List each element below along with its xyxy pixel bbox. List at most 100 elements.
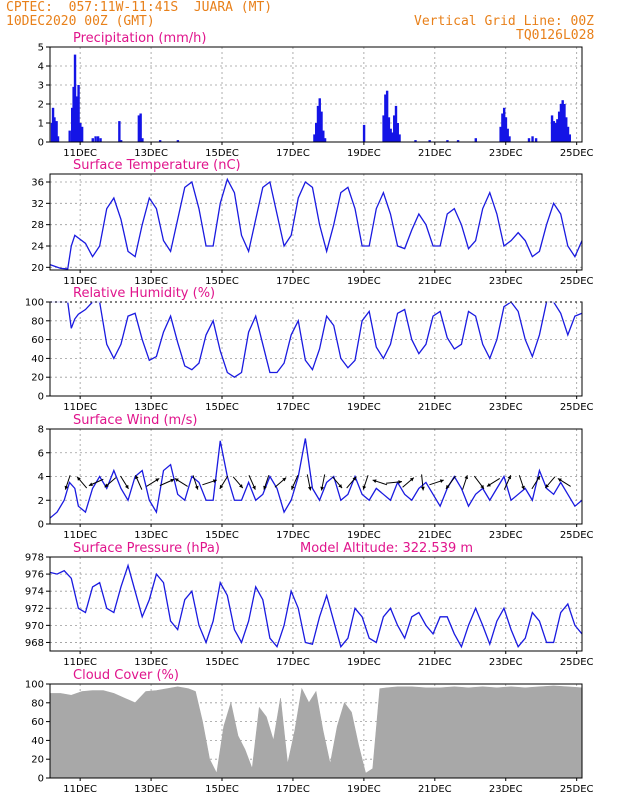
y-tick-label: 24 [31,242,44,253]
x-tick-label: 11DEC [63,148,97,159]
bar [394,105,398,142]
y-tick-label: 974 [25,587,44,598]
x-tick-label: 19DEC [347,657,381,668]
bar [73,54,77,142]
bar [72,86,75,142]
y-tick-label: 4 [38,62,44,73]
bar [506,128,509,142]
y-tick-label: 0 [38,520,44,531]
x-tick-label: 13DEC [134,148,168,159]
wind-arrow-head [557,478,562,482]
y-tick-label: 0 [38,138,44,149]
wind-arrow-head [307,486,312,491]
bar [556,119,559,142]
bar [119,140,123,142]
wind-arrow-head [104,483,109,488]
bar [550,115,554,142]
y-tick-label: 60 [31,335,44,346]
wind-arrow-head [545,484,550,489]
x-tick-label: 21DEC [418,148,452,159]
bar [384,94,387,142]
panel-annotation: Model Altitude: 322.539 m [300,541,473,556]
y-tick-label: 976 [25,570,44,581]
bar [554,123,557,142]
panel-title: Surface Pressure (hPa) [73,541,220,556]
x-tick-label: 25DEC [560,657,594,668]
x-tick-label: 19DEC [347,402,381,413]
x-tick-label: 23DEC [489,276,523,287]
bar [534,138,538,142]
panel-1: Precipitation (mm/h) 0 1 2 3 4 5 11DEC 13DEC 15DE… [38,31,594,159]
x-tick-label: 17DEC [276,657,310,668]
wind-arrow-head [521,485,525,490]
bar [561,100,564,142]
wind-arrow-head [174,478,179,482]
panel-3: Relative Humidity (%) 0 20 40 60 80 100 11DEC 13… [25,286,594,413]
bar [315,123,318,142]
bar [322,130,325,142]
y-tick-label: 60 [31,717,44,728]
series-line [49,438,583,519]
x-tick-label: 21DEC [418,402,452,413]
forecast-date: 10DEC2020 00Z (GMT) [6,14,155,29]
cloud-area [49,685,583,779]
wind-arrow-head [219,484,224,489]
y-tick-label: 20 [31,755,44,766]
bar [91,138,94,142]
x-tick-label: 13DEC [134,402,168,413]
x-tick-label: 19DEC [347,784,381,795]
panel-frame [49,173,583,271]
x-tick-label: 17DEC [276,402,310,413]
x-tick-label: 17DEC [276,148,310,159]
x-tick-label: 21DEC [418,784,452,795]
y-tick-label: 4 [38,472,44,483]
wind-arrow-head [398,480,403,484]
x-tick-label: 19DEC [347,148,381,159]
y-tick-label: 0 [38,774,44,785]
series-line [49,563,583,649]
bar [158,140,162,142]
bar [323,138,327,142]
wind-arrow-head [536,476,540,481]
y-tick-label: 100 [25,298,44,309]
bar [559,104,563,142]
wind-arrow-head [480,484,484,489]
wind-arrow-head [212,479,217,483]
bar [446,140,449,142]
x-tick-label: 15DEC [205,784,239,795]
bar [387,117,391,142]
bar [396,123,399,142]
y-tick-label: 40 [31,354,44,365]
panel-5: Surface Pressure (hPa) Model Altitude: 32… [25,541,594,668]
bar [398,134,401,142]
bar [137,115,141,142]
bar [362,124,366,142]
wind-arrow-head [486,482,491,487]
panel-title: Precipitation (mm/h) [73,31,206,46]
y-tick-label: 5 [38,43,44,54]
y-tick-label: 80 [31,698,44,709]
bar [527,138,531,142]
panel-6: Cloud Cover (%) 0 20 40 60 80 100 11DEC 13DEC 15D… [25,668,594,795]
x-tick-label: 23DEC [489,148,523,159]
x-tick-label: 11DEC [63,784,97,795]
wind-arrow-head [445,484,450,489]
model-id: TQ0126L028 [516,28,595,43]
x-tick-label: 25DEC [560,148,594,159]
x-tick-label: 21DEC [418,276,452,287]
y-tick-label: 970 [25,621,44,632]
bar [75,96,78,142]
bar [568,134,571,142]
y-tick-label: 100 [25,680,44,691]
wind-arrow-head [239,484,243,489]
bar [393,115,396,142]
y-tick-label: 972 [25,604,44,615]
bar [531,136,534,142]
x-tick-label: 11DEC [63,657,97,668]
bar [118,121,121,142]
y-tick-label: 0 [38,392,44,403]
bar [139,113,142,142]
wind-arrow-head [124,484,129,489]
series-line [50,301,583,378]
